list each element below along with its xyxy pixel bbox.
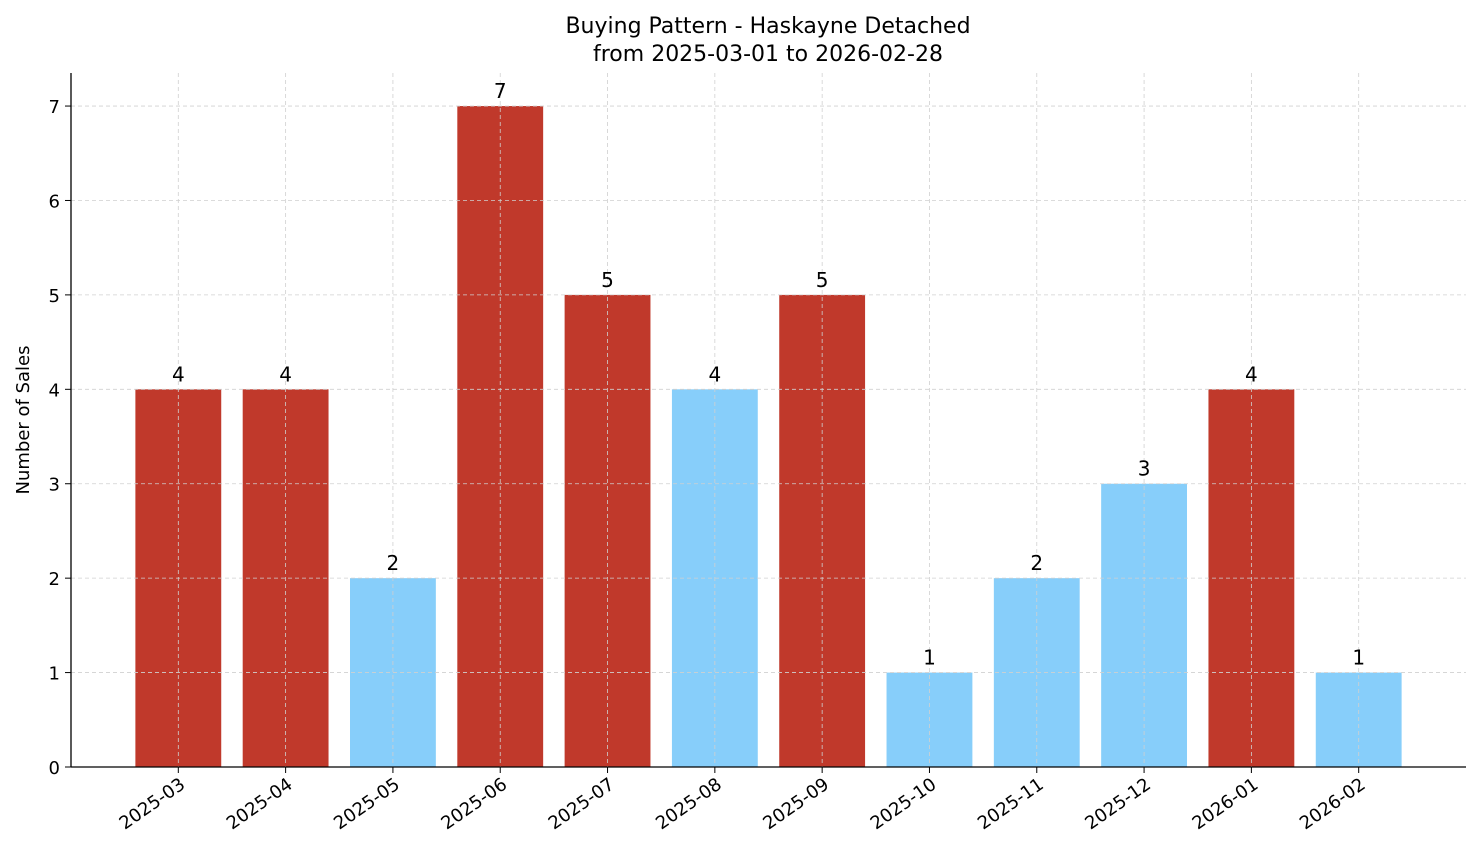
y-tick-label: 1 bbox=[49, 664, 60, 685]
chart-title: Buying Pattern - Haskayne Detached bbox=[565, 14, 970, 39]
bar-2025-06 bbox=[457, 106, 544, 768]
y-tick-label: 6 bbox=[49, 191, 60, 212]
data-label-2026-01: 4 bbox=[1245, 362, 1258, 386]
data-label-2026-02: 1 bbox=[1352, 646, 1365, 670]
data-label-2025-12: 3 bbox=[1138, 457, 1151, 481]
y-tick-label: 2 bbox=[49, 569, 60, 590]
data-label-2025-03: 4 bbox=[172, 362, 185, 386]
x-tick-label: 2025-08 bbox=[652, 774, 726, 834]
y-axis-label: Number of Sales bbox=[13, 345, 34, 494]
x-tick-label: 2026-02 bbox=[1296, 774, 1370, 834]
data-label-2025-08: 4 bbox=[708, 362, 721, 386]
y-tick-label: 0 bbox=[49, 758, 60, 779]
y-tick-label: 3 bbox=[49, 475, 60, 496]
grid bbox=[71, 73, 1466, 767]
x-tick-label: 2025-04 bbox=[223, 774, 297, 834]
data-label-2025-07: 5 bbox=[601, 268, 614, 292]
x-tick-label: 2025-07 bbox=[545, 774, 619, 834]
y-tick-label: 7 bbox=[49, 97, 60, 118]
chart-subtitle: from 2025-03-01 to 2026-02-28 bbox=[593, 42, 943, 67]
data-labels: 4 4 2 7 5 4 5 1 2 3 4 1 bbox=[172, 79, 1365, 670]
data-label-2025-05: 2 bbox=[387, 551, 400, 575]
y-tick-label: 5 bbox=[49, 286, 60, 307]
x-tick-label: 2025-11 bbox=[974, 774, 1048, 834]
data-label-2025-04: 4 bbox=[279, 362, 292, 386]
y-tick-label: 4 bbox=[49, 380, 60, 401]
data-label-2025-06: 7 bbox=[494, 79, 507, 103]
data-label-2025-09: 5 bbox=[816, 268, 829, 292]
x-tick-label: 2025-05 bbox=[330, 774, 404, 834]
data-label-2025-11: 2 bbox=[1030, 551, 1043, 575]
data-label-2025-10: 1 bbox=[923, 646, 936, 670]
bars bbox=[135, 106, 1402, 768]
x-tick-label: 2025-06 bbox=[437, 774, 511, 834]
x-tick-label: 2026-01 bbox=[1189, 774, 1263, 834]
x-tick-label: 2025-10 bbox=[867, 774, 941, 834]
x-tick-label: 2025-12 bbox=[1081, 774, 1155, 834]
x-tick-label: 2025-03 bbox=[116, 774, 190, 834]
x-tick-label: 2025-09 bbox=[759, 774, 833, 834]
